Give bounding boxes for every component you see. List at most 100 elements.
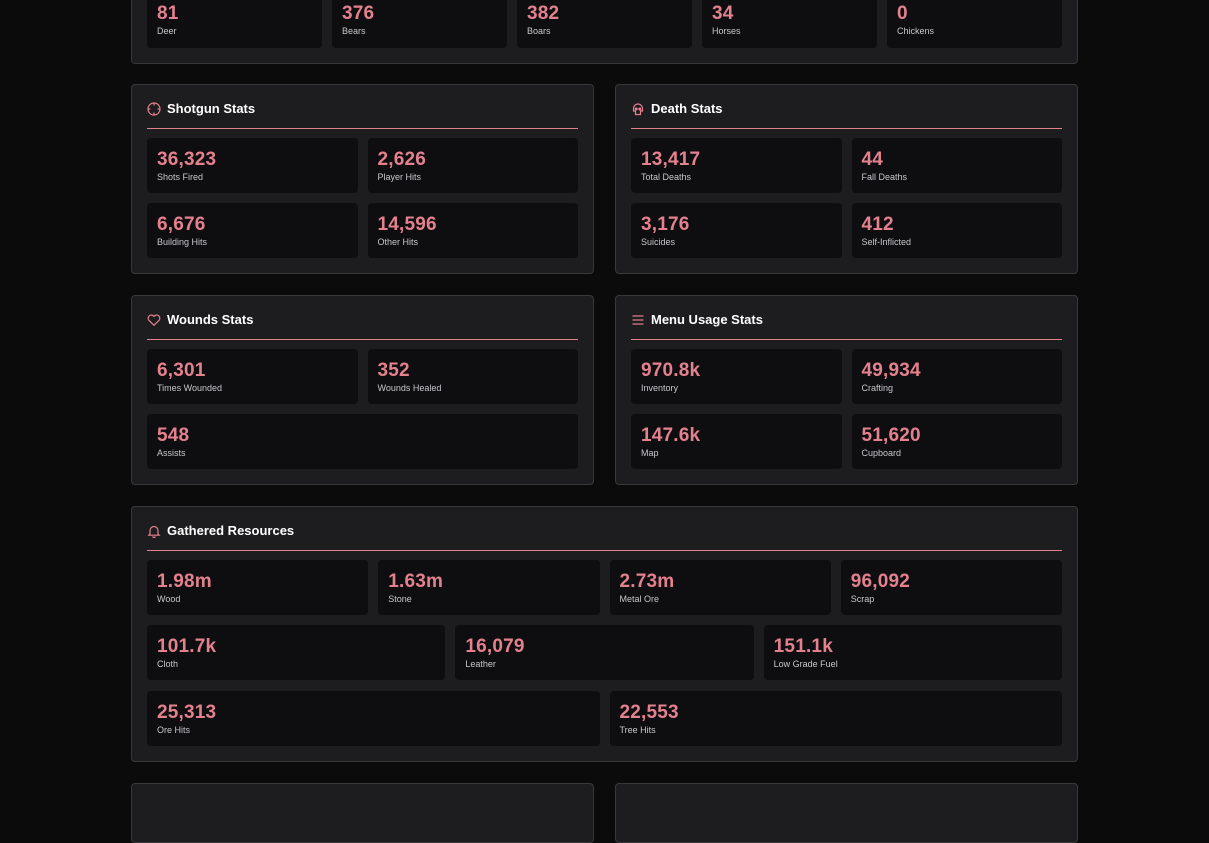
stat-card-ore-hits: 25,313 Ore Hits xyxy=(147,691,600,746)
panel-title: Wounds Stats xyxy=(167,312,254,327)
stat-label: Stone xyxy=(388,594,412,604)
stat-label: Other Hits xyxy=(377,237,419,247)
stat-card-building-hits: 6,676 Building Hits xyxy=(147,203,358,258)
stat-label: Cupboard xyxy=(861,448,902,458)
stat-value: 51,620 xyxy=(861,425,921,446)
stat-label: Fall Deaths xyxy=(861,172,908,182)
stat-value: 0 xyxy=(897,3,908,24)
stat-label: Deer xyxy=(157,26,177,36)
stat-value: 25,313 xyxy=(157,702,217,723)
animal-kills-panel: 81 Deer 376 Bears 382 Boars 34 Horses 0 … xyxy=(131,0,1078,64)
panel-header: Gathered Resources xyxy=(147,523,1062,551)
death-stats-grid: 13,417 Total Deaths 44 Fall Deaths 3,176… xyxy=(631,138,1062,258)
stat-card-shots-fired: 36,323 Shots Fired xyxy=(147,138,358,193)
stat-value: 970.8k xyxy=(641,360,701,381)
stat-value: 352 xyxy=(377,360,410,381)
resources-row-3: 25,313 Ore Hits 22,553 Tree Hits xyxy=(147,691,1062,746)
wounds-stats-grid: 6,301 Times Wounded 352 Wounds Healed 54… xyxy=(147,349,578,469)
stat-label: Leather xyxy=(465,659,496,669)
stat-value: 2,626 xyxy=(377,149,427,170)
stat-value: 49,934 xyxy=(861,360,921,381)
stat-label: Inventory xyxy=(641,383,679,393)
stat-card-bears: 376 Bears xyxy=(332,0,507,48)
stat-card-horses: 34 Horses xyxy=(702,0,877,48)
gathered-resources-panel: Gathered Resources 1.98m Wood 1.63m Ston… xyxy=(131,506,1078,762)
stat-label: Horses xyxy=(712,26,741,36)
stat-value: 13,417 xyxy=(641,149,701,170)
stat-card-leather: 16,079 Leather xyxy=(455,625,754,680)
stat-card-wood: 1.98m Wood xyxy=(147,560,369,615)
stat-card-cloth: 101.7k Cloth xyxy=(147,625,446,680)
stat-value: 3,176 xyxy=(641,214,690,235)
stat-label: Chickens xyxy=(897,26,935,36)
stat-card-other-hits: 14,596 Other Hits xyxy=(367,203,578,258)
resources-row-2: 101.7k Cloth 16,079 Leather 151.1k Low G… xyxy=(147,625,1062,680)
skull-icon xyxy=(631,102,645,116)
stat-value: 147.6k xyxy=(641,425,701,446)
bell-icon xyxy=(147,524,161,539)
stat-label: Suicides xyxy=(641,237,676,247)
stat-value: 548 xyxy=(157,425,190,446)
stat-label: Low Grade Fuel xyxy=(773,659,838,669)
stat-label: Self-Inflicted xyxy=(861,237,912,247)
stat-value: 81 xyxy=(157,3,179,24)
crosshair-icon xyxy=(147,102,161,116)
stat-card-wounds-healed: 352 Wounds Healed xyxy=(367,349,578,404)
stat-card-cupboard: 51,620 Cupboard xyxy=(851,414,1062,469)
stat-value: 412 xyxy=(861,214,894,235)
menu-lines-icon xyxy=(631,313,645,327)
stat-value: 1.98m xyxy=(157,571,212,592)
panel-title: Menu Usage Stats xyxy=(651,312,763,327)
stat-card-stone: 1.63m Stone xyxy=(378,560,600,615)
stat-label: Ore Hits xyxy=(157,725,191,735)
stat-label: Metal Ore xyxy=(619,594,660,604)
stat-card-self-inflicted: 412 Self-Inflicted xyxy=(851,203,1062,258)
menu-usage-stats-panel: Menu Usage Stats 970.8k Inventory 49,934… xyxy=(615,295,1078,485)
heart-icon xyxy=(147,313,161,327)
stat-card-times-wounded: 6,301 Times Wounded xyxy=(147,349,358,404)
animal-kills-grid: 81 Deer 376 Bears 382 Boars 34 Horses 0 … xyxy=(147,0,1062,48)
stat-label: Assists xyxy=(157,448,186,458)
wounds-stats-panel: Wounds Stats 6,301 Times Wounded 352 Wou… xyxy=(131,295,594,485)
stat-card-fall-deaths: 44 Fall Deaths xyxy=(851,138,1062,193)
stat-value: 44 xyxy=(861,149,884,170)
stat-value: 1.63m xyxy=(388,571,444,592)
stat-value: 2.73m xyxy=(619,571,675,592)
stat-value: 101.7k xyxy=(157,636,217,657)
panel-header: Menu Usage Stats xyxy=(631,312,1062,340)
stat-label: Map xyxy=(641,448,659,458)
panel-title: Death Stats xyxy=(651,101,723,116)
stat-value: 151.1k xyxy=(773,636,833,657)
shotgun-stats-panel: Shotgun Stats 36,323 Shots Fired 2,626 P… xyxy=(131,84,594,274)
next-stats-panel-left xyxy=(131,783,594,843)
stat-card-player-hits: 2,626 Player Hits xyxy=(367,138,578,193)
stat-label: Cloth xyxy=(157,659,179,669)
stat-value: 16,079 xyxy=(465,636,525,657)
stat-value: 14,596 xyxy=(377,214,437,235)
stat-label: Building Hits xyxy=(157,237,208,247)
stat-value: 6,301 xyxy=(157,360,206,381)
stat-value: 6,676 xyxy=(157,214,206,235)
stat-card-metal-ore: 2.73m Metal Ore xyxy=(609,560,831,615)
stat-label: Crafting xyxy=(861,383,894,393)
stat-value: 376 xyxy=(342,3,375,24)
stat-card-crafting: 49,934 Crafting xyxy=(851,349,1062,404)
stat-value: 96,092 xyxy=(850,571,911,592)
stat-card-boars: 382 Boars xyxy=(517,0,692,48)
stat-label: Bears xyxy=(342,26,366,36)
stat-card-tree-hits: 22,553 Tree Hits xyxy=(609,691,1062,746)
stat-card-assists: 548 Assists xyxy=(147,414,578,469)
stat-card-scrap: 96,092 Scrap xyxy=(840,560,1062,615)
panel-header: Shotgun Stats xyxy=(147,101,578,129)
stat-value: 382 xyxy=(527,3,560,24)
stat-value: 36,323 xyxy=(157,149,217,170)
stat-label: Total Deaths xyxy=(641,172,692,182)
stat-card-low-grade-fuel: 151.1k Low Grade Fuel xyxy=(763,625,1062,680)
stat-label: Player Hits xyxy=(377,172,422,182)
death-stats-panel: Death Stats 13,417 Total Deaths 44 Fall … xyxy=(615,84,1078,274)
stat-value: 34 xyxy=(712,3,734,24)
stat-card-suicides: 3,176 Suicides xyxy=(631,203,842,258)
menu-usage-stats-grid: 970.8k Inventory 49,934 Crafting 147.6k … xyxy=(631,349,1062,469)
panel-header: Wounds Stats xyxy=(147,312,578,340)
stat-card-deer: 81 Deer xyxy=(147,0,322,48)
